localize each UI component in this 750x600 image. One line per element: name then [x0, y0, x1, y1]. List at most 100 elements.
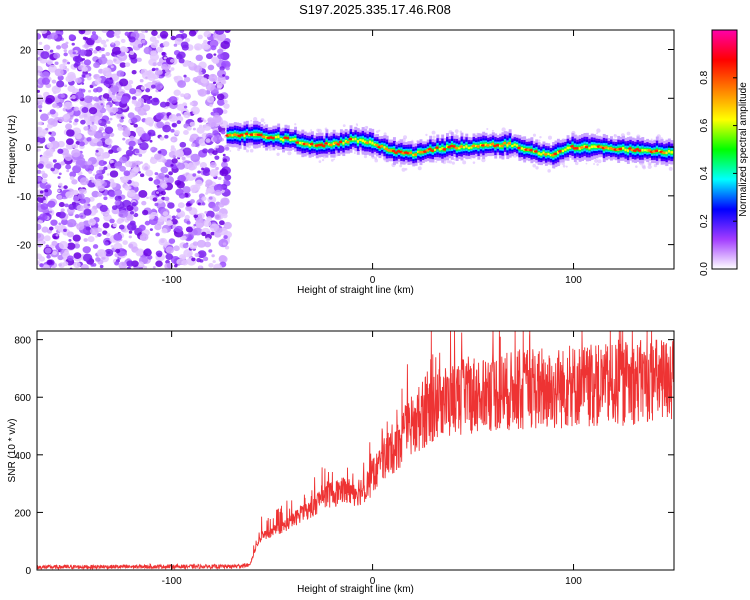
noise-blob	[41, 77, 51, 85]
noise-blob	[181, 156, 186, 161]
noise-blob	[128, 140, 136, 147]
spectrogram-y-ticks: -20 -10 0 10 20	[17, 46, 674, 252]
spectrogram-heatmap	[37, 30, 674, 269]
noise-blob	[109, 117, 113, 121]
noise-blob	[68, 239, 72, 242]
noise-blob	[212, 93, 217, 97]
signal-cell	[342, 142, 346, 145]
noise-blob	[56, 80, 65, 88]
halo-speckle	[547, 135, 553, 140]
halo-speckle	[451, 161, 455, 165]
noise-blob	[91, 31, 97, 35]
noise-blob	[97, 192, 103, 197]
noise-blob	[174, 130, 180, 135]
noise-blob	[46, 59, 53, 65]
noise-blob	[134, 100, 142, 108]
noise-blob	[47, 200, 56, 208]
noise-blob	[68, 96, 72, 100]
noise-blob	[163, 56, 167, 60]
noise-blob	[71, 179, 78, 185]
noise-blob	[197, 34, 203, 40]
noise-blob	[67, 61, 71, 65]
noise-blob	[183, 74, 187, 78]
noise-blob	[147, 129, 156, 137]
halo-speckle	[501, 127, 506, 132]
signal-cell	[298, 141, 302, 145]
noise-blob	[184, 37, 191, 43]
noise-blob	[213, 184, 223, 192]
noise-blob	[182, 243, 189, 249]
noise-blob	[212, 150, 218, 156]
noise-blob	[41, 226, 49, 233]
noise-blob	[168, 151, 177, 158]
noise-blob	[66, 138, 74, 146]
noise-blob	[210, 45, 217, 51]
noise-blob	[37, 223, 42, 231]
signal-cell	[569, 146, 572, 149]
noise-blob	[95, 257, 101, 262]
noise-blob	[79, 49, 87, 56]
noise-blob	[108, 149, 114, 154]
noise-blob	[87, 236, 95, 243]
noise-blob	[38, 104, 43, 109]
noise-blob	[154, 153, 162, 160]
signal-cell	[356, 140, 360, 143]
noise-blob	[44, 161, 54, 169]
noise-blob	[111, 42, 115, 45]
halo-speckle	[585, 162, 588, 165]
noise-blob	[114, 261, 120, 266]
noise-blob	[39, 213, 48, 221]
noise-blob	[46, 259, 53, 265]
signal-cell	[542, 151, 546, 154]
noise-blob	[72, 195, 80, 202]
noise-blob	[150, 84, 156, 89]
noise-blob	[205, 138, 211, 143]
noise-blob	[219, 168, 229, 177]
noise-blob	[156, 252, 162, 258]
noise-blob	[91, 179, 96, 183]
noise-blob	[222, 153, 226, 157]
noise-blob	[158, 172, 165, 179]
signal-cell	[371, 141, 375, 145]
noise-blob	[161, 63, 169, 70]
noise-blob	[72, 204, 77, 208]
noise-blob	[49, 109, 56, 115]
noise-blob	[212, 205, 220, 212]
noise-blob	[67, 71, 76, 80]
noise-blob	[222, 213, 228, 219]
noise-blob	[95, 147, 104, 155]
noise-blob	[173, 43, 178, 47]
signal-cell	[282, 138, 285, 142]
noise-blob	[88, 107, 98, 115]
noise-blob	[48, 131, 52, 135]
noise-blob	[57, 176, 61, 179]
noise-blob	[156, 121, 165, 129]
halo-speckle	[249, 148, 254, 153]
noise-blob	[224, 30, 231, 33]
halo-speckle	[287, 151, 292, 156]
noise-blob	[71, 95, 77, 100]
noise-blob	[147, 73, 156, 81]
noise-blob	[94, 173, 104, 181]
signal-cell	[359, 138, 363, 141]
noise-blob	[59, 63, 66, 70]
noise-blob	[152, 208, 156, 212]
noise-blob	[82, 36, 87, 40]
signal-cell	[361, 139, 365, 143]
noise-blob	[119, 78, 129, 87]
noise-blob	[149, 139, 153, 143]
noise-blob	[71, 42, 75, 46]
noise-blob	[79, 198, 86, 204]
noise-blob	[145, 169, 154, 177]
noise-blob	[68, 49, 75, 55]
noise-blob	[100, 39, 107, 45]
noise-blob	[58, 116, 65, 123]
halo-speckle	[245, 149, 250, 153]
noise-blob	[124, 129, 131, 135]
noise-blob	[201, 117, 205, 121]
noise-blob	[43, 35, 47, 39]
noise-blob	[45, 127, 49, 131]
noise-blob	[53, 235, 57, 240]
noise-blob	[143, 46, 153, 55]
noise-blob	[208, 73, 218, 82]
